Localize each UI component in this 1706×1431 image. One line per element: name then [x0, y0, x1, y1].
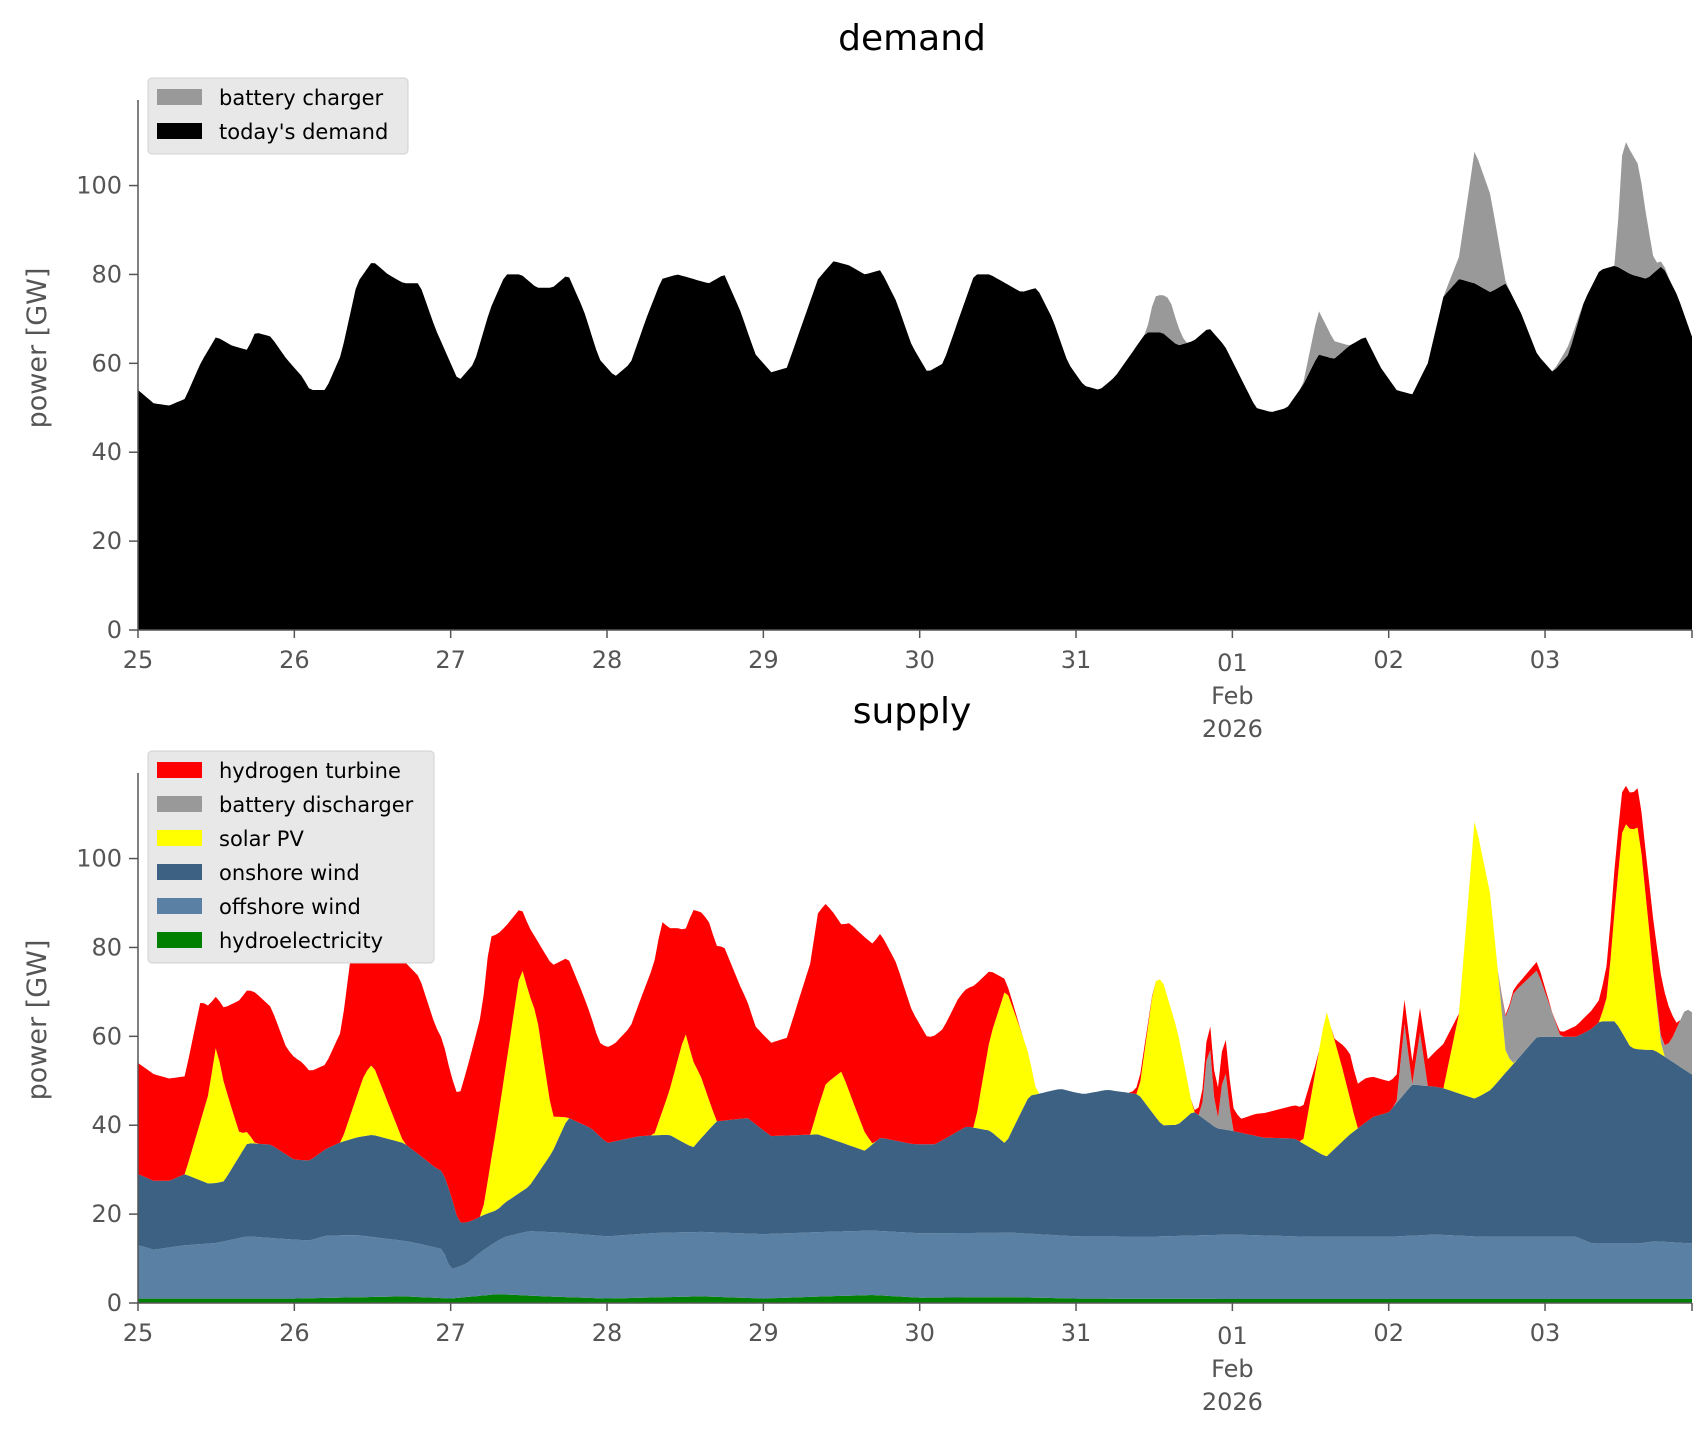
legend-swatch	[157, 898, 202, 914]
legend-label: battery charger	[219, 86, 384, 110]
x-tick-sublabel: Feb	[1211, 682, 1254, 710]
legend-label: hydrogen turbine	[219, 759, 401, 783]
x-tick-label: 31	[1061, 1319, 1092, 1347]
legend-label: battery discharger	[219, 793, 414, 817]
series-area-onshore-wind	[138, 1021, 1692, 1269]
y-tick-label: 60	[91, 349, 122, 377]
x-tick-label: 02	[1373, 1319, 1404, 1347]
legend-swatch	[157, 89, 202, 105]
area-layer	[138, 785, 1692, 1303]
y-tick-label: 40	[91, 1111, 122, 1139]
legend-label: hydroelectricity	[219, 929, 383, 953]
series-area-hydroelectricity	[138, 1294, 1692, 1303]
y-tick-label: 80	[91, 260, 122, 288]
chart-title: supply	[853, 691, 972, 732]
y-tick-label: 0	[107, 1289, 122, 1317]
x-tick-sublabel: 2026	[1202, 1388, 1263, 1416]
x-tick-label: 31	[1061, 646, 1092, 674]
legend-swatch	[157, 762, 202, 778]
y-axis-label: power [GW]	[22, 268, 53, 429]
legend-label: today's demand	[219, 120, 388, 144]
x-tick-label: 30	[904, 646, 935, 674]
legend-label: solar PV	[219, 827, 304, 851]
x-tick-label: 28	[592, 646, 623, 674]
y-tick-label: 20	[91, 527, 122, 555]
y-axis-label: power [GW]	[22, 940, 53, 1101]
x-tick-sublabel: 2026	[1202, 715, 1263, 743]
y-tick-label: 100	[76, 172, 122, 200]
y-tick-label: 40	[91, 438, 122, 466]
area-layer	[138, 142, 1692, 630]
legend: battery charger today's demand	[147, 77, 409, 155]
legend-label: offshore wind	[219, 895, 361, 919]
series-area-solar-pv	[138, 821, 1692, 1223]
legend-swatch	[157, 123, 202, 139]
x-tick-sublabel: Feb	[1211, 1355, 1254, 1383]
series-area-offshore-wind	[138, 1230, 1692, 1299]
x-tick-label: 29	[748, 646, 779, 674]
x-tick-label: 01	[1217, 649, 1248, 677]
legend-box	[147, 750, 435, 964]
x-tick-label: 29	[748, 1319, 779, 1347]
x-tick-label: 02	[1373, 646, 1404, 674]
series-area-today-s-demand	[138, 261, 1692, 630]
y-tick-label: 20	[91, 1200, 122, 1228]
x-tick-label: 01	[1217, 1322, 1248, 1350]
y-tick-label: 80	[91, 933, 122, 961]
legend: hydrogen turbine battery discharger sola…	[147, 750, 435, 964]
series-area-hydrogen-turbine	[138, 785, 1692, 1223]
x-tick-label: 03	[1530, 646, 1561, 674]
x-tick-label: 30	[904, 1319, 935, 1347]
y-tick-label: 60	[91, 1022, 122, 1050]
x-tick-label: 25	[123, 1319, 154, 1347]
chart-title: demand	[838, 18, 986, 59]
legend-box	[147, 77, 409, 155]
y-tick-label: 100	[76, 845, 122, 873]
x-tick-label: 26	[279, 646, 310, 674]
axes: 0 20 40 60 80 100 25 26 27 28 29 30 31 01 Feb 2026 02 03	[76, 773, 1693, 1416]
x-tick-label: 03	[1530, 1319, 1561, 1347]
legend-swatch	[157, 864, 202, 880]
x-tick-label: 28	[592, 1319, 623, 1347]
x-tick-label: 27	[435, 1319, 466, 1347]
x-tick-label: 27	[435, 646, 466, 674]
legend-swatch	[157, 932, 202, 948]
legend-label: onshore wind	[219, 861, 360, 885]
x-tick-label: 25	[123, 646, 154, 674]
axes: 0 20 40 60 80 100 25 26 27 28 29 30 31 01 Feb 2026 02 03	[76, 100, 1693, 743]
legend-swatch	[157, 796, 202, 812]
legend-swatch	[157, 830, 202, 846]
y-tick-label: 0	[107, 616, 122, 644]
x-tick-label: 26	[279, 1319, 310, 1347]
